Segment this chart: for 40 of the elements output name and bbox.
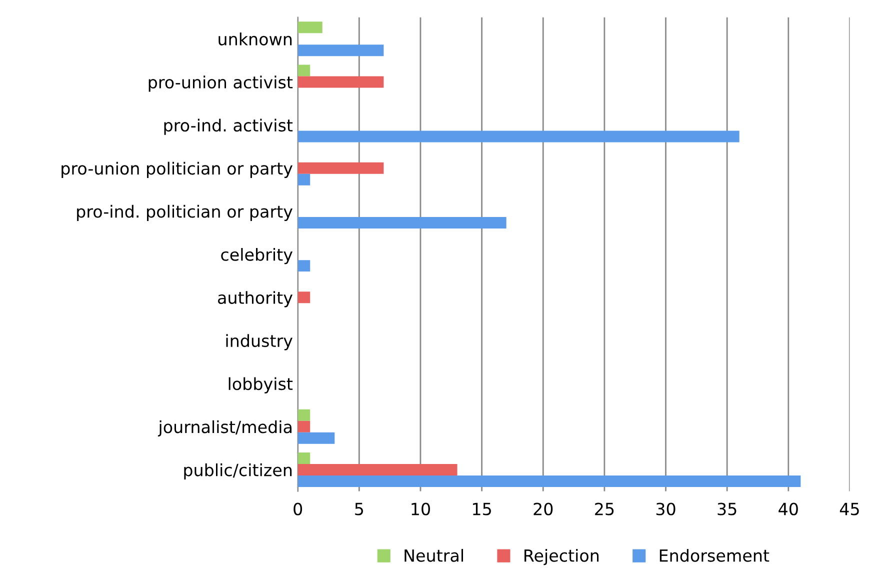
bar bbox=[298, 420, 310, 432]
legend-label: Neutral bbox=[404, 548, 463, 562]
y-tick-label: pro-union politician or party bbox=[62, 162, 292, 178]
bar bbox=[298, 432, 335, 444]
x-tick-label: 45 bbox=[840, 502, 859, 516]
y-tick-label: pro-ind. activist bbox=[164, 118, 293, 135]
bar bbox=[298, 260, 310, 272]
x-tick-label: 40 bbox=[778, 502, 798, 516]
x-tick-label: 25 bbox=[595, 502, 614, 516]
bar bbox=[298, 174, 310, 186]
y-tick-label: lobbyist bbox=[228, 377, 293, 394]
y-tick-label: pro-ind. politician or party bbox=[77, 204, 292, 222]
bar bbox=[298, 409, 310, 421]
bar bbox=[298, 476, 801, 487]
y-tick-label: pro-union activist bbox=[148, 76, 293, 92]
x-tick-label: 15 bbox=[473, 502, 491, 516]
y-tick-label: unknown bbox=[218, 32, 292, 46]
bar bbox=[298, 44, 384, 56]
bar bbox=[298, 64, 310, 76]
bar bbox=[298, 76, 384, 88]
y-tick-label: industry bbox=[226, 334, 292, 350]
y-tick-label: journalist/media bbox=[158, 420, 292, 436]
y-tick-label: authority bbox=[218, 291, 292, 308]
bar bbox=[298, 452, 310, 464]
legend-label: Rejection bbox=[524, 548, 599, 566]
x-tick-label: 10 bbox=[412, 502, 430, 516]
x-tick-label: 35 bbox=[718, 502, 736, 516]
bar bbox=[298, 292, 310, 304]
x-tick-label: 0 bbox=[294, 502, 302, 516]
y-tick-label: celebrity bbox=[221, 248, 292, 264]
x-tick-label: 20 bbox=[534, 502, 553, 516]
x-tick-label: 5 bbox=[355, 502, 364, 516]
bar bbox=[298, 22, 322, 34]
bar bbox=[298, 130, 740, 142]
bar bbox=[298, 162, 384, 174]
bar bbox=[298, 464, 458, 476]
y-tick-label: public/citizen bbox=[184, 463, 292, 480]
legend-label: Endorsement bbox=[660, 548, 770, 562]
bar bbox=[298, 216, 506, 228]
x-tick-label: 30 bbox=[656, 502, 676, 516]
